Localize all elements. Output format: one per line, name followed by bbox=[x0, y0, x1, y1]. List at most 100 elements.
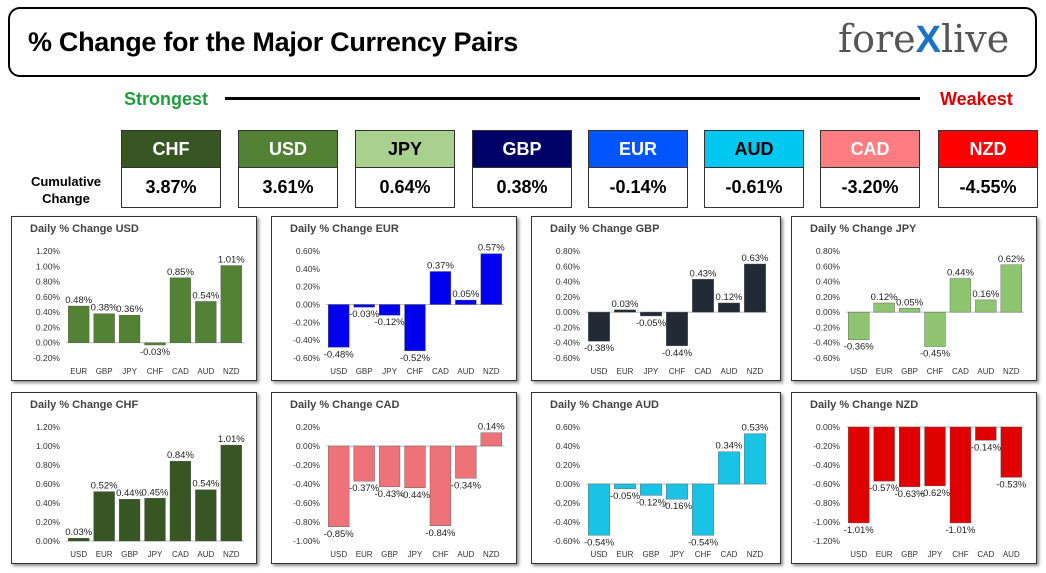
y-tick-label: 1.20% bbox=[36, 246, 61, 256]
x-tick-label: EUR bbox=[876, 550, 893, 559]
x-tick-label: CAD bbox=[977, 550, 994, 559]
data-label: -0.44% bbox=[400, 490, 431, 501]
y-tick-label: -0.20% bbox=[33, 353, 60, 363]
strength-scale-line bbox=[225, 97, 920, 100]
data-label: -1.01% bbox=[945, 525, 976, 536]
x-tick-label: EUR bbox=[70, 367, 87, 376]
y-tick-label: -0.20% bbox=[553, 498, 580, 508]
currency-header-eur: EUR bbox=[588, 130, 688, 168]
x-tick-label: JPY bbox=[644, 367, 659, 376]
bar-cad bbox=[169, 277, 192, 343]
bar-gbp bbox=[353, 304, 375, 308]
bar-usd bbox=[848, 426, 870, 524]
chart-svg: -0.60% -0.40% -0.20% 0.00% 0.20% 0.40% 0.60% 0.… bbox=[813, 246, 1025, 376]
y-tick-label: -0.40% bbox=[813, 460, 840, 470]
y-tick-label: 0.20% bbox=[556, 292, 581, 302]
data-label: -0.34% bbox=[451, 480, 482, 491]
x-tick-label: JPY bbox=[670, 550, 685, 559]
bar-nzd bbox=[1000, 264, 1022, 313]
data-label: -0.45% bbox=[920, 349, 951, 360]
chart-panel-7: Daily % Change AUD -0.60% -0.40% -0.20% 0.00… bbox=[531, 392, 781, 564]
bar-usd bbox=[328, 304, 350, 348]
cumulative-label-line2: Change bbox=[42, 191, 90, 206]
data-label: -0.84% bbox=[425, 528, 456, 539]
y-tick-label: 0.00% bbox=[816, 422, 841, 432]
x-tick-label: JPY bbox=[382, 367, 397, 376]
x-tick-label: GBP bbox=[96, 367, 113, 376]
data-label: -0.48% bbox=[324, 349, 355, 360]
bar-eur bbox=[873, 302, 895, 313]
data-label: 0.45% bbox=[142, 487, 169, 498]
data-label: 0.48% bbox=[65, 295, 92, 306]
y-tick-label: 0.20% bbox=[296, 422, 321, 432]
y-tick-label: 0.20% bbox=[816, 292, 841, 302]
bar-gbp bbox=[640, 483, 662, 496]
data-label: 0.57% bbox=[478, 243, 505, 254]
data-label: 1.01% bbox=[218, 434, 245, 445]
bar-aud bbox=[455, 299, 477, 305]
x-tick-label: EUR bbox=[617, 367, 634, 376]
y-tick-label: -0.20% bbox=[813, 322, 840, 332]
x-tick-label: AUD bbox=[457, 367, 474, 376]
cumulative-value-jpy: 0.64% bbox=[355, 168, 455, 208]
x-tick-label: NZD bbox=[223, 367, 240, 376]
x-tick-label: CHF bbox=[669, 367, 686, 376]
x-tick-label: EUR bbox=[617, 550, 634, 559]
x-tick-label: AUD bbox=[977, 367, 994, 376]
bar-aud bbox=[975, 299, 997, 313]
currency-header-cad: CAD bbox=[820, 130, 920, 168]
y-tick-label: -0.20% bbox=[553, 322, 580, 332]
y-tick-label: -0.40% bbox=[553, 517, 580, 527]
y-tick-label: -1.00% bbox=[813, 517, 840, 527]
bar-usd bbox=[588, 311, 610, 342]
y-tick-label: 0.60% bbox=[556, 422, 581, 432]
chart-svg: -0.60% -0.40% -0.20% 0.00% 0.20% 0.40% 0.60% -0… bbox=[553, 422, 769, 559]
chart-svg: -0.20% 0.00% 0.20% 0.40% 0.60% 0.80% 1.00% 1.20… bbox=[33, 246, 245, 376]
x-tick-label: NZD bbox=[223, 550, 240, 559]
chart-svg: 0.00% 0.20% 0.40% 0.60% 0.80% 1.00% 1.20% 0.03%… bbox=[36, 422, 245, 559]
chart-panel-2: Daily % Change EUR -0.60% -0.40% -0.20% 0.00… bbox=[271, 216, 517, 381]
x-tick-label: JPY bbox=[928, 550, 943, 559]
bar-chf bbox=[429, 445, 452, 527]
y-tick-label: 0.00% bbox=[816, 307, 841, 317]
bar-eur bbox=[353, 445, 375, 482]
data-label: 0.54% bbox=[192, 290, 219, 301]
data-label: 0.63% bbox=[742, 253, 769, 264]
currency-header-jpy: JPY bbox=[355, 130, 455, 168]
currency-header-usd: USD bbox=[238, 130, 338, 168]
chart-title: Daily % Change CHF bbox=[30, 399, 139, 411]
bar-eur bbox=[873, 426, 895, 482]
chart-panel-5: Daily % Change CHF 0.00% 0.20% 0.40% 0.60% 0.… bbox=[11, 392, 257, 564]
data-label: 0.05% bbox=[896, 297, 923, 308]
data-label: 0.14% bbox=[478, 422, 505, 433]
x-tick-label: CHF bbox=[147, 367, 164, 376]
data-label: 0.52% bbox=[91, 481, 118, 492]
bar-gbp bbox=[898, 308, 921, 313]
x-tick-label: USD bbox=[850, 367, 867, 376]
cumulative-label-line1: Cumulative bbox=[30, 174, 102, 189]
x-tick-label: USD bbox=[850, 550, 867, 559]
y-tick-label: 0.60% bbox=[36, 292, 61, 302]
y-tick-label: -0.20% bbox=[293, 317, 320, 327]
x-tick-label: CHF bbox=[695, 550, 712, 559]
y-tick-label: 0.00% bbox=[556, 479, 581, 489]
y-tick-label: 0.60% bbox=[816, 261, 841, 271]
data-label: 0.12% bbox=[871, 292, 898, 303]
y-tick-label: 1.00% bbox=[36, 261, 61, 271]
bar-chf bbox=[924, 311, 946, 347]
bar-chf bbox=[692, 483, 714, 536]
bar-chf bbox=[144, 342, 166, 346]
bar-usd bbox=[848, 311, 870, 340]
data-label: -1.01% bbox=[844, 525, 875, 536]
x-tick-label: JPY bbox=[122, 367, 137, 376]
bar-jpy bbox=[378, 304, 401, 316]
y-tick-label: 0.00% bbox=[296, 441, 321, 451]
y-tick-label: 0.00% bbox=[36, 536, 61, 546]
data-label: 0.37% bbox=[427, 261, 454, 272]
bar-jpy bbox=[144, 498, 166, 542]
chart-panel-6: Daily % Change CAD -1.00% -0.80% -0.60% -0.4… bbox=[271, 392, 517, 564]
forexlive-logo: foreXlive bbox=[838, 17, 1009, 62]
bar-cad bbox=[692, 279, 714, 313]
chart-title: Daily % Change USD bbox=[30, 223, 139, 235]
data-label: 0.85% bbox=[167, 267, 194, 278]
